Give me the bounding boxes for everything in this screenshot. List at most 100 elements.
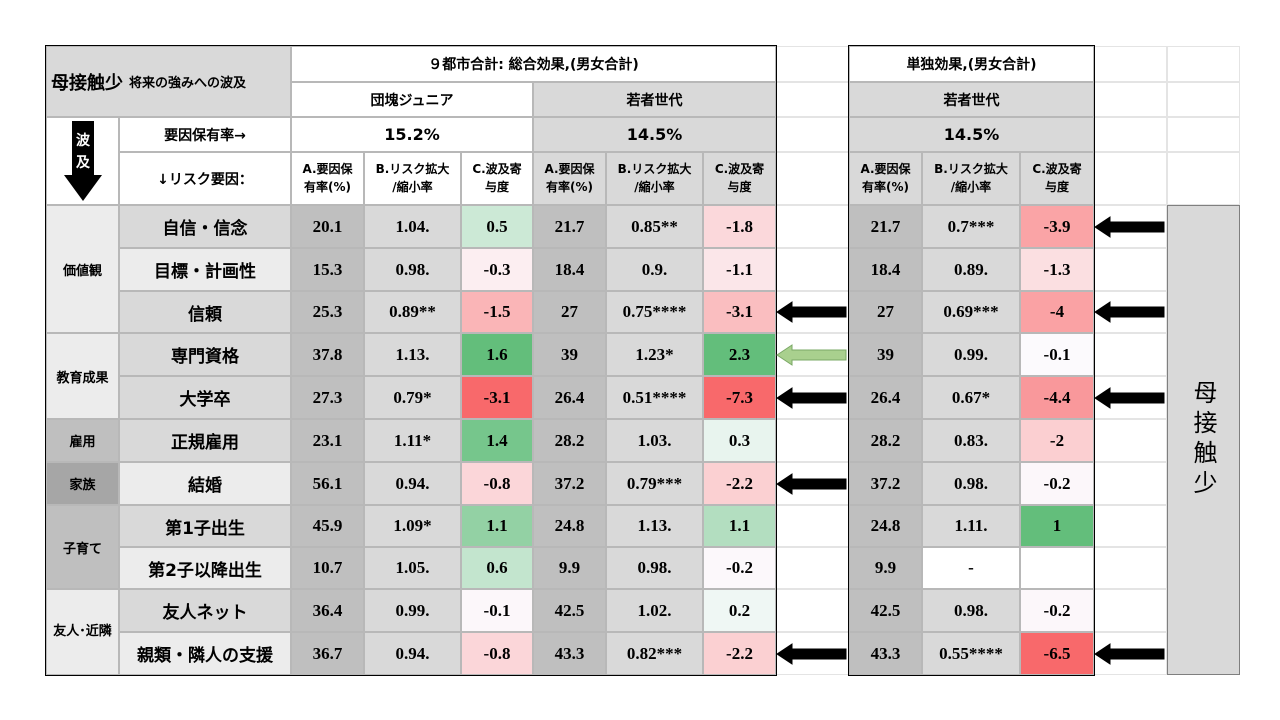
category-education: 教育成果 <box>46 333 119 419</box>
grid-cell <box>776 152 849 205</box>
single-cell-b: 0.83. <box>922 419 1020 462</box>
wave-arrow-cell: 波 及 <box>46 117 119 205</box>
category-childcare: 子育て <box>46 505 119 589</box>
row-factor-label: 第2子以降出生 <box>119 547 291 589</box>
left-arrow-icon <box>1094 642 1165 665</box>
young-cell-a: 24.8 <box>533 505 606 547</box>
col-b-line2: /縮小率 <box>950 179 992 194</box>
row-factor-label: 結婚 <box>119 462 291 505</box>
row-factor-label: 専門資格 <box>119 333 291 376</box>
dankai-cell-b: 1.09* <box>364 505 461 547</box>
col-a-line1: A.要因保 <box>544 162 595 177</box>
col-a-line1: A.要因保 <box>860 162 911 177</box>
grid-cell <box>1094 248 1167 291</box>
young-cell-b: 0.98. <box>606 547 703 589</box>
young-cell-a: 21.7 <box>533 205 606 248</box>
table-title-cell: 母接触少 将来の強みへの波及 <box>46 46 291 117</box>
col-b-dankai: B.リスク拡大/縮小率 <box>364 152 461 205</box>
grid-cell <box>1094 589 1167 632</box>
young-cell-b: 1.03. <box>606 419 703 462</box>
dankai-cell-a: 36.4 <box>291 589 364 632</box>
grid-cell <box>776 547 849 589</box>
group-header-single: 単独効果,(男女合計) <box>849 46 1094 82</box>
dankai-cell-c: 0.6 <box>461 547 533 589</box>
single-cell-a: 27 <box>849 291 922 333</box>
single-cell-b: - <box>922 547 1020 589</box>
col-b-line2: /縮小率 <box>392 179 433 194</box>
cohort-header-young: 若者世代 <box>533 82 776 117</box>
dankai-cell-b: 1.04. <box>364 205 461 248</box>
dankai-cell-b: 0.89** <box>364 291 461 333</box>
grid-cell <box>1167 152 1240 205</box>
category-friends: 友人･近隣 <box>46 589 119 675</box>
young-cell-b: 0.85** <box>606 205 703 248</box>
grid-cell <box>776 248 849 291</box>
young-cell-a: 37.2 <box>533 462 606 505</box>
single-cell-c: -3.9 <box>1020 205 1094 248</box>
single-cell-b: 0.55**** <box>922 632 1020 675</box>
title-main: 母接触少 <box>51 72 123 94</box>
col-c-line1: C.波及寄 <box>714 162 765 177</box>
grid-cell <box>776 82 849 117</box>
col-b-line1: B.リスク拡大 <box>617 162 692 177</box>
col-a-line1: A.要因保 <box>302 162 353 177</box>
left-arrow-icon <box>1094 386 1165 409</box>
young-cell-a: 39 <box>533 333 606 376</box>
row-factor-label: 友人ネット <box>119 589 291 632</box>
row-factor-label: 自信・信念 <box>119 205 291 248</box>
grid-cell <box>776 117 849 152</box>
grid-cell <box>1094 117 1167 152</box>
young-cell-b: 1.13. <box>606 505 703 547</box>
left-arrow-icon <box>776 642 847 665</box>
arrow-label-1: 波 <box>76 132 91 149</box>
grid-cell <box>1167 117 1240 152</box>
dankai-cell-a: 10.7 <box>291 547 364 589</box>
grid-cell <box>1094 419 1167 462</box>
left-arrow-highlight-icon <box>776 343 847 366</box>
col-c-line2: 与度 <box>484 179 509 194</box>
group-header-total: ９都市合計: 総合効果,(男女合計) <box>291 46 776 82</box>
dankai-cell-a: 23.1 <box>291 419 364 462</box>
dankai-cell-c: -0.8 <box>461 632 533 675</box>
grid-cell <box>1167 82 1240 117</box>
risk-factor-label: ↓リスク要因： <box>119 152 291 205</box>
grid-cell <box>1094 505 1167 547</box>
rate-dankai: 15.2% <box>291 117 533 152</box>
grid-cell <box>1094 462 1167 505</box>
cohort-header-dankai: 団塊ジュニア <box>291 82 533 117</box>
left-arrow-icon <box>776 301 847 323</box>
single-cell-b: 0.98. <box>922 462 1020 505</box>
young-cell-c: -1.8 <box>703 205 776 248</box>
dankai-cell-c: 1.4 <box>461 419 533 462</box>
col-a-single: A.要因保 有率(%) <box>849 152 922 205</box>
young-cell-b: 0.51**** <box>606 376 703 419</box>
young-cell-b: 1.23* <box>606 333 703 376</box>
col-c-young: C.波及寄 与度 <box>703 152 776 205</box>
left-arrow-icon <box>1094 301 1165 323</box>
left-arrow-icon <box>776 386 847 409</box>
col-b-line1: B.リスク拡大 <box>375 162 450 177</box>
young-cell-c: -7.3 <box>703 376 776 419</box>
row-factor-label: 目標・計画性 <box>119 248 291 291</box>
grid-cell <box>1094 152 1167 205</box>
young-cell-a: 43.3 <box>533 632 606 675</box>
dankai-cell-b: 0.79* <box>364 376 461 419</box>
single-cell-a: 26.4 <box>849 376 922 419</box>
col-b-young: B.リスク拡大/縮小率 <box>606 152 703 205</box>
col-b-line2: /縮小率 <box>634 179 675 194</box>
single-cell-b: 0.89. <box>922 248 1020 291</box>
dankai-cell-c: -0.1 <box>461 589 533 632</box>
single-cell-a: 21.7 <box>849 205 922 248</box>
dankai-cell-a: 45.9 <box>291 505 364 547</box>
single-cell-c: -0.2 <box>1020 589 1094 632</box>
single-cell-b: 0.69*** <box>922 291 1020 333</box>
col-c-line2: 与度 <box>1044 179 1069 194</box>
dankai-cell-a: 25.3 <box>291 291 364 333</box>
dankai-cell-b: 0.98. <box>364 248 461 291</box>
col-c-line1: C.波及寄 <box>1032 162 1082 177</box>
dankai-cell-c: 0.5 <box>461 205 533 248</box>
col-b-single: B.リスク拡大/縮小率 <box>922 152 1020 205</box>
dankai-cell-b: 1.13. <box>364 333 461 376</box>
single-cell-a: 9.9 <box>849 547 922 589</box>
young-cell-c: -1.1 <box>703 248 776 291</box>
